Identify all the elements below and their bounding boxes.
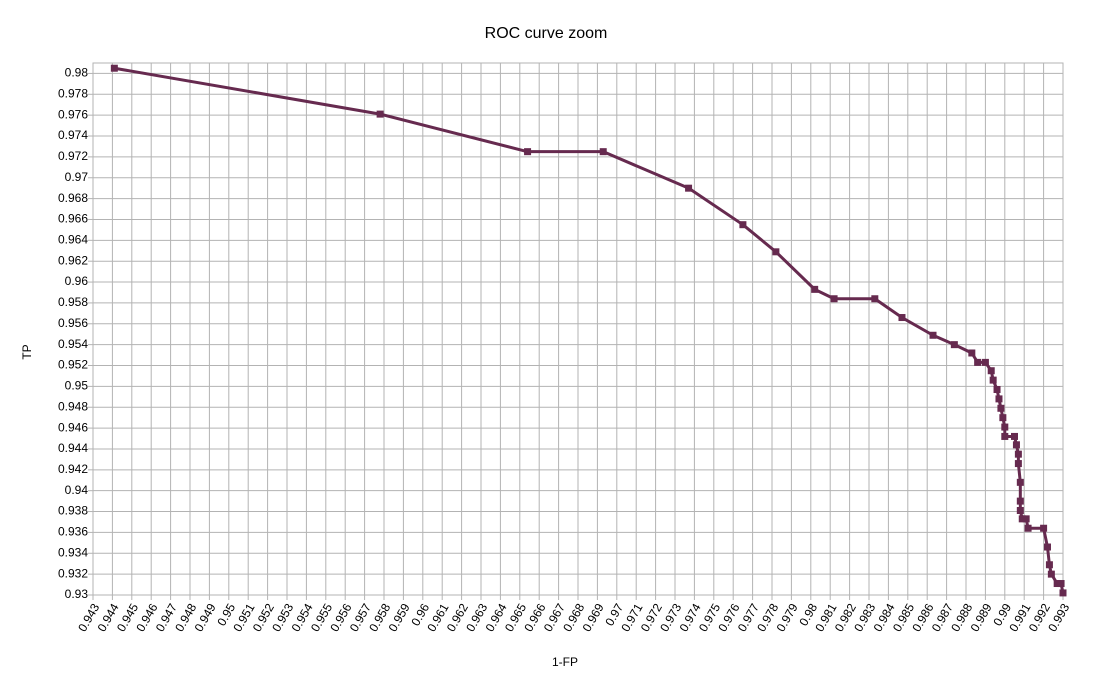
marker [929, 331, 937, 339]
marker [993, 386, 1001, 394]
grid [88, 62, 1064, 600]
y-tick-label: 0.966 [58, 212, 88, 226]
marker [989, 376, 997, 384]
marker [1014, 450, 1022, 458]
y-tick-label: 0.95 [65, 379, 89, 393]
marker [1001, 432, 1009, 440]
marker [811, 285, 819, 293]
marker [1012, 441, 1020, 449]
x-axis-label: 1-FP [552, 655, 578, 669]
y-tick-label: 0.94 [65, 483, 89, 497]
marker [1057, 580, 1065, 588]
marker [524, 148, 532, 156]
plot [110, 64, 1067, 597]
marker [1043, 543, 1051, 551]
marker [1053, 580, 1061, 588]
marker [968, 349, 976, 357]
y-tick-label: 0.976 [58, 107, 88, 121]
marker [1016, 478, 1024, 486]
y-tick-label: 0.932 [58, 566, 88, 580]
y-tick-label: 0.946 [58, 420, 88, 434]
plot-border [92, 62, 1064, 596]
marker [974, 358, 982, 366]
marker [1047, 570, 1055, 578]
marker [987, 367, 995, 375]
marker [1018, 515, 1026, 523]
marker [995, 395, 1003, 403]
y-tick-label: 0.97 [65, 170, 89, 184]
y-tick-label: 0.96 [65, 274, 89, 288]
y-tick-label: 0.962 [58, 253, 88, 267]
y-tick-label: 0.934 [58, 545, 88, 559]
y-tick-label: 0.974 [58, 128, 88, 142]
marker [772, 248, 780, 256]
y-tick-label: 0.972 [58, 149, 88, 163]
y-tick-label: 0.952 [58, 358, 88, 372]
marker [1024, 524, 1032, 532]
marker [997, 404, 1005, 412]
y-tick-label: 0.956 [58, 316, 88, 330]
y-tick-label: 0.964 [58, 233, 88, 247]
y-tick-label: 0.954 [58, 337, 88, 351]
y-axis-label: TP [20, 344, 34, 359]
y-tick-label: 0.938 [58, 504, 88, 518]
chart-title: ROC curve zoom [485, 25, 608, 42]
y-tick-label: 0.978 [58, 86, 88, 100]
y-tick-label: 0.98 [65, 66, 89, 80]
marker [110, 64, 118, 72]
y-tick-label: 0.968 [58, 191, 88, 205]
marker [950, 341, 958, 349]
marker [1059, 589, 1067, 597]
marker [599, 148, 607, 156]
marker [981, 358, 989, 366]
marker [376, 110, 384, 118]
marker [1001, 423, 1009, 431]
y-tick-label: 0.936 [58, 525, 88, 539]
marker [1016, 507, 1024, 515]
y-tick-label: 0.948 [58, 399, 88, 413]
y-tick-label: 0.958 [58, 295, 88, 309]
marker [1022, 515, 1030, 523]
marker [1014, 460, 1022, 468]
y-tick-label: 0.944 [58, 441, 88, 455]
y-tick-label: 0.942 [58, 462, 88, 476]
marker [1011, 432, 1018, 440]
marker [999, 414, 1007, 422]
marker [871, 295, 879, 303]
marker [1016, 497, 1024, 505]
marker [685, 184, 693, 192]
marker [739, 221, 747, 229]
marker [1040, 524, 1048, 532]
marker [898, 314, 906, 322]
marker [830, 295, 838, 303]
y-tick-label: 0.93 [65, 587, 89, 601]
marker [1045, 561, 1053, 569]
